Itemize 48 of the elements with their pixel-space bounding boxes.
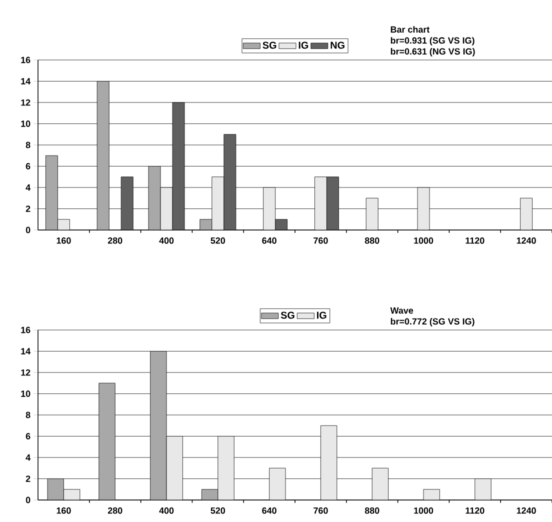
legend-label: IG [298, 42, 308, 49]
legend-label: NG [330, 42, 344, 49]
text: br=0.931 (SG VS IG) [390, 37, 474, 46]
x-tick-label: 640 [262, 507, 276, 514]
y-tick-label: 0 [26, 226, 30, 234]
x-tick-label: 1120 [466, 507, 484, 514]
x-tick-label: 280 [108, 507, 122, 514]
y-tick-label: 14 [21, 348, 31, 354]
y-tick-label: 16 [21, 56, 30, 64]
x-tick-label: 280 [108, 237, 122, 244]
x-tick-label: 640 [262, 237, 276, 244]
x-tick-label: 880 [364, 507, 380, 514]
x-tick-label: 160 [56, 237, 71, 244]
x-tick-label: 1120 [466, 237, 484, 244]
y-tick-label: 10 [21, 390, 30, 397]
x-tick-label: 760 [314, 507, 328, 514]
y-tick-label: 4 [26, 184, 31, 191]
x-tick-label: 400 [159, 507, 174, 514]
y-tick-label: 8 [26, 142, 30, 148]
text: br=0.631 (NG VS IG) [390, 48, 475, 56]
x-tick-label: 760 [314, 237, 328, 244]
legend-label: SG [262, 42, 276, 49]
x-tick-label: 1000 [414, 507, 434, 514]
y-tick-label: 8 [26, 412, 30, 418]
chart-title: Bar chart [390, 26, 430, 33]
y-tick-label: 6 [26, 433, 30, 440]
y-tick-label: 12 [21, 99, 30, 106]
x-tick-label: 1240 [516, 507, 536, 514]
y-tick-label: 2 [26, 206, 30, 212]
legend-label: IG [317, 312, 326, 319]
x-tick-label: 520 [210, 507, 226, 514]
chart-title: Wave [390, 307, 414, 314]
y-tick-label: 16 [21, 326, 30, 334]
y-tick-label: 6 [26, 163, 30, 170]
x-tick-label: 1240 [516, 237, 536, 244]
y-tick-label: 2 [26, 476, 30, 482]
y-tick-label: 0 [26, 496, 30, 504]
y-tick-label: 12 [21, 369, 30, 376]
y-tick-label: 14 [21, 78, 31, 84]
legend-label: SG [280, 312, 294, 319]
x-tick-label: 160 [56, 507, 71, 514]
x-tick-label: 520 [210, 237, 226, 244]
text: br=0.772 (SG VS IG) [390, 318, 474, 326]
x-tick-label: 400 [159, 237, 174, 244]
y-tick-label: 4 [26, 454, 31, 461]
x-tick-label: 1000 [414, 237, 434, 244]
x-tick-label: 880 [364, 237, 380, 244]
y-tick-label: 10 [21, 120, 30, 127]
